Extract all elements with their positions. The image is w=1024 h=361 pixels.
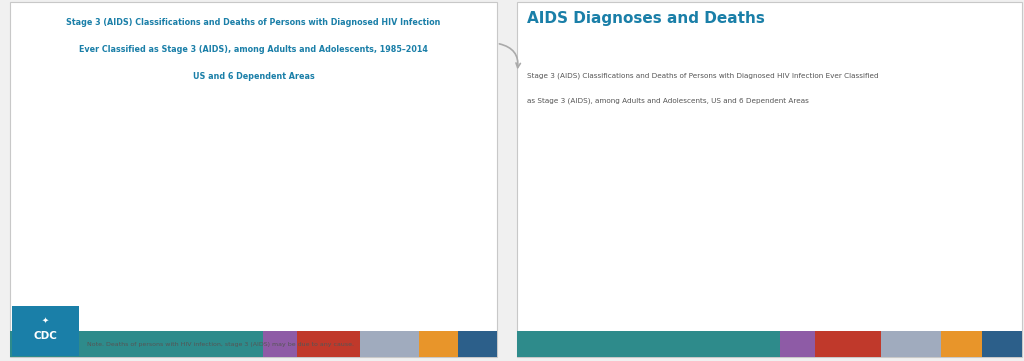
Text: 6,863: 6,863 (601, 273, 627, 282)
Text: Note. Deaths of persons with HIV infection, stage 3 (AIDS) may be due to any cau: Note. Deaths of persons with HIV infecti… (87, 342, 354, 347)
Text: Stage 3 (AIDS) Classifications and Deaths of Persons with Diagnosed HIV Infectio: Stage 3 (AIDS) Classifications and Death… (527, 72, 879, 79)
Text: CDC: CDC (34, 331, 57, 341)
Text: Diagnoses: Diagnoses (971, 232, 1018, 241)
Text: Classifications: Classifications (252, 183, 307, 192)
Text: Stage 3 (AIDS) Classifications and Deaths of Persons with Diagnosed HIV Infectio: Stage 3 (AIDS) Classifications and Death… (67, 18, 440, 27)
Text: Deaths: Deaths (971, 255, 1002, 264)
Y-axis label: Classifications and Deaths, No.
(in thousands): Classifications and Deaths, No. (in thou… (59, 144, 73, 253)
Text: 52,479: 52,479 (732, 153, 766, 163)
Text: AIDS Diagnoses and Deaths: AIDS Diagnoses and Deaths (527, 11, 765, 26)
Text: 12,688: 12,688 (948, 255, 980, 264)
Text: as Stage 3 (AIDS), among Adults and Adolescents, US and 6 Dependent Areas: as Stage 3 (AIDS), among Adults and Adol… (527, 97, 809, 104)
Text: 19,805: 19,805 (948, 232, 980, 241)
X-axis label: Year of classification or death: Year of classification or death (222, 303, 336, 312)
Text: Deaths: Deaths (252, 224, 280, 233)
Text: 11,932: 11,932 (601, 243, 633, 252)
Text: Ever Classified as Stage 3 (AIDS), among Adults and Adolescents, 1985–2014: Ever Classified as Stage 3 (AIDS), among… (79, 45, 428, 54)
Text: US and 6 Dependent Areas: US and 6 Dependent Areas (193, 72, 314, 81)
Text: 77,173: 77,173 (686, 95, 720, 105)
Text: ✦: ✦ (42, 315, 49, 324)
